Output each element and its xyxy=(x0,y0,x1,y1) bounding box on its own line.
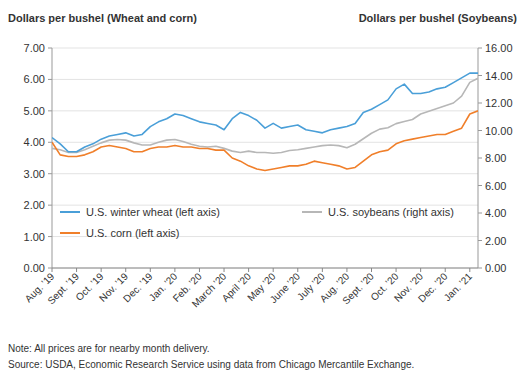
x-tick xyxy=(199,268,200,272)
grid-line xyxy=(52,173,478,174)
x-tick xyxy=(174,268,175,272)
y-tick xyxy=(48,173,52,174)
y-tick xyxy=(48,79,52,80)
legend-swatch xyxy=(302,211,322,213)
y-tick xyxy=(48,205,52,206)
y2-axis-line xyxy=(478,48,479,268)
y2-tick xyxy=(478,130,482,131)
legend-label: U.S. corn (left axis) xyxy=(86,227,180,239)
background xyxy=(0,0,525,382)
x-axis-line xyxy=(52,268,478,269)
y-tick-label: 1.00 xyxy=(24,231,45,243)
y-tick-label: 4.00 xyxy=(24,136,45,148)
y-tick xyxy=(48,268,52,269)
plot-area xyxy=(52,73,478,170)
x-tick xyxy=(52,268,53,272)
series-line xyxy=(52,78,478,153)
grid-line xyxy=(52,268,478,269)
x-tick-label: Sept. ’19 xyxy=(45,270,81,306)
x-tick xyxy=(297,268,298,272)
y2-tick-label: 2.00 xyxy=(485,235,506,247)
y2-tick-label: 10.00 xyxy=(485,125,513,137)
x-tick xyxy=(224,268,225,272)
x-tick xyxy=(420,268,421,272)
y2-axis-title: Dollars per bushel (Soybeans) xyxy=(359,12,518,24)
x-tick-label: Sept. ’20 xyxy=(340,270,376,306)
y2-tick-label: 4.00 xyxy=(485,207,506,219)
y-tick-label: 2.00 xyxy=(24,199,45,211)
y2-tick xyxy=(478,103,482,104)
series-line xyxy=(52,111,478,171)
y2-tick-label: 8.00 xyxy=(485,152,506,164)
y-tick xyxy=(48,236,52,237)
y2-tick-label: 12.00 xyxy=(485,97,513,109)
x-tick xyxy=(445,268,446,272)
x-tick xyxy=(273,268,274,272)
x-tick xyxy=(346,268,347,272)
y-axis-title: Dollars per bushel (Wheat and corn) xyxy=(8,12,197,24)
grid-line xyxy=(52,48,478,49)
x-tick-label: June ’20 xyxy=(268,270,303,305)
y2-tick xyxy=(478,185,482,186)
grid-line xyxy=(52,142,478,143)
y2-tick xyxy=(478,268,482,269)
x-tick xyxy=(322,268,323,272)
grid-line xyxy=(52,110,478,111)
grid-line xyxy=(52,79,478,80)
y2-tick xyxy=(478,75,482,76)
y-tick-label: 3.00 xyxy=(24,168,45,180)
y-tick xyxy=(48,48,52,49)
y2-tick-label: 0.00 xyxy=(485,262,506,274)
y2-tick-label: 6.00 xyxy=(485,180,506,192)
y-tick xyxy=(48,110,52,111)
y-tick-label: 5.00 xyxy=(24,105,45,117)
note: Note: All prices are for nearby month de… xyxy=(8,343,210,354)
source: Source: USDA, Economic Research Service … xyxy=(8,359,414,370)
y-tick-label: 7.00 xyxy=(24,42,45,54)
legend-label: U.S. soybeans (right axis) xyxy=(328,206,454,218)
x-tick xyxy=(396,268,397,272)
y2-tick xyxy=(478,240,482,241)
legend-swatch xyxy=(60,232,80,234)
x-tick xyxy=(150,268,151,272)
y-axis-line xyxy=(52,48,53,268)
y-tick-label: 0.00 xyxy=(24,262,45,274)
x-tick xyxy=(76,268,77,272)
legend-swatch xyxy=(60,211,80,213)
y2-tick xyxy=(478,213,482,214)
x-tick-label: Jan. ’21 xyxy=(442,270,475,303)
y2-tick-label: 14.00 xyxy=(485,70,513,82)
x-tick xyxy=(101,268,102,272)
x-tick xyxy=(125,268,126,272)
y2-tick xyxy=(478,48,482,49)
y2-tick-label: 16.00 xyxy=(485,42,513,54)
x-tick xyxy=(248,268,249,272)
y-tick xyxy=(48,142,52,143)
y-tick-label: 6.00 xyxy=(24,73,45,85)
x-tick xyxy=(371,268,372,272)
y2-tick xyxy=(478,158,482,159)
x-tick-label: March ’20 xyxy=(190,270,229,309)
series-line xyxy=(52,73,478,152)
x-tick xyxy=(469,268,470,272)
legend-label: U.S. winter wheat (left axis) xyxy=(86,206,220,218)
